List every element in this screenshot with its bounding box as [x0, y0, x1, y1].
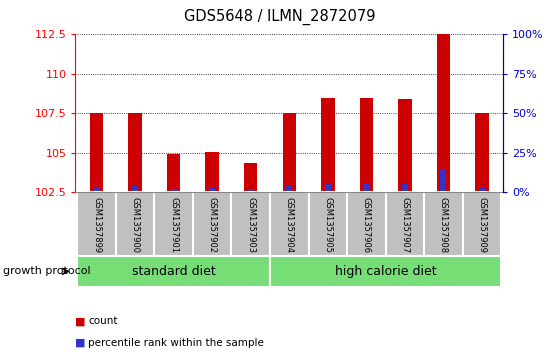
- Bar: [270, 192, 309, 256]
- Bar: [129, 114, 142, 192]
- Text: count: count: [88, 316, 118, 326]
- Text: standard diet: standard diet: [132, 265, 216, 278]
- Bar: [116, 192, 154, 256]
- Bar: [209, 188, 215, 192]
- Text: GDS5648 / ILMN_2872079: GDS5648 / ILMN_2872079: [184, 9, 375, 25]
- Bar: [170, 189, 177, 192]
- Text: GSM1357907: GSM1357907: [400, 197, 409, 254]
- Bar: [479, 188, 485, 192]
- Bar: [231, 192, 270, 256]
- Bar: [286, 186, 292, 192]
- Bar: [424, 192, 463, 256]
- Bar: [244, 163, 258, 192]
- Bar: [282, 114, 296, 192]
- Bar: [77, 256, 270, 287]
- Text: GSM1357904: GSM1357904: [285, 197, 294, 253]
- Text: GSM1357903: GSM1357903: [247, 197, 255, 254]
- Bar: [93, 187, 100, 192]
- Bar: [437, 34, 450, 192]
- Text: ■: ■: [75, 338, 86, 348]
- Bar: [386, 192, 424, 256]
- Bar: [440, 169, 447, 192]
- Text: percentile rank within the sample: percentile rank within the sample: [88, 338, 264, 348]
- Text: GSM1357901: GSM1357901: [169, 197, 178, 253]
- Text: GSM1357905: GSM1357905: [323, 197, 332, 253]
- Bar: [309, 192, 347, 256]
- Bar: [206, 152, 219, 192]
- Bar: [363, 184, 369, 192]
- Bar: [347, 192, 386, 256]
- Bar: [321, 98, 334, 192]
- Bar: [248, 189, 254, 192]
- Text: ■: ■: [75, 316, 86, 326]
- Bar: [463, 192, 501, 256]
- Bar: [77, 192, 116, 256]
- Text: GSM1357900: GSM1357900: [131, 197, 140, 253]
- Bar: [154, 192, 193, 256]
- Bar: [167, 155, 181, 192]
- Text: growth protocol: growth protocol: [3, 266, 91, 276]
- Text: high calorie diet: high calorie diet: [335, 265, 437, 278]
- Text: GSM1357906: GSM1357906: [362, 197, 371, 254]
- Text: GSM1357908: GSM1357908: [439, 197, 448, 254]
- Bar: [325, 184, 331, 192]
- Bar: [270, 256, 501, 287]
- Bar: [359, 98, 373, 192]
- Text: GSM1357909: GSM1357909: [477, 197, 486, 253]
- Bar: [132, 186, 138, 192]
- Bar: [402, 184, 408, 192]
- Text: GSM1357902: GSM1357902: [208, 197, 217, 253]
- Bar: [475, 114, 489, 192]
- Bar: [193, 192, 231, 256]
- Bar: [398, 99, 411, 192]
- Text: GSM1357899: GSM1357899: [92, 197, 101, 254]
- Bar: [90, 114, 103, 192]
